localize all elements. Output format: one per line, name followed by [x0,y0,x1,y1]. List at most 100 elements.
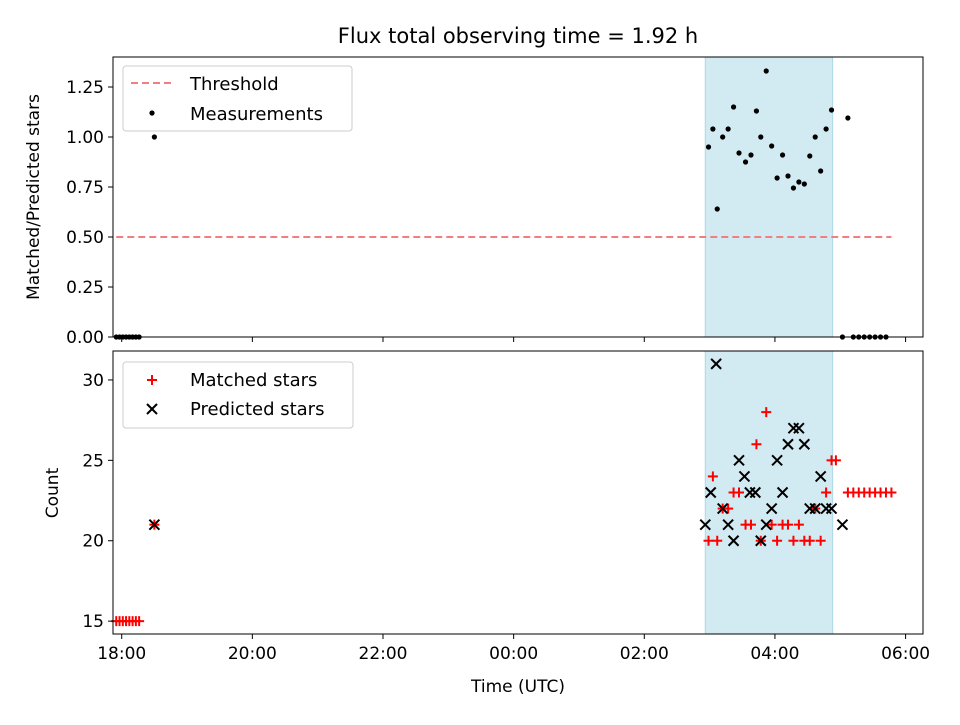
top-x-ticks [121,337,907,342]
predicted-stars-point [793,422,805,434]
predicted-stars-point [765,502,778,515]
predicted-stars-point [782,438,794,450]
observing-window-band-top [704,56,834,338]
predicted-stars-point [722,518,734,531]
measurement-point [823,126,829,132]
x-tick-label: 06:00 [881,644,930,664]
measurement-point [769,143,775,149]
matched-stars-point [821,487,832,498]
predicted-stars-point [771,454,783,467]
matched-stars-point [886,487,897,498]
matched-stars-point [761,407,772,418]
x-tick-label: 18:00 [97,644,146,664]
legend-matched-swatch [147,375,157,385]
y-tick-label: 25 [82,451,104,471]
predicted-stars-point [809,502,821,515]
bottom-y-axis-label: Count [43,467,63,518]
predicted-stars-point [699,518,711,531]
matched-stars-point [751,439,762,450]
observing-window-band-bottom [704,350,834,635]
x-tick-label: 20:00 [228,644,277,664]
legend-matched-label: Matched stars [190,370,317,391]
predicted-stars-point [727,535,740,547]
y-tick-label: 15 [82,612,104,632]
matched-stars-point [804,535,815,546]
matched-stars-point [734,487,745,498]
measurement-point [748,152,754,158]
predicted-stars-point [798,438,811,450]
matched-stars-point [712,535,723,546]
measurement-point [714,206,720,212]
predicted-stars-point [749,486,762,499]
y-tick-label: 0.50 [66,228,104,248]
x-tick-label: 04:00 [750,644,799,664]
legend-measurements-label: Measurements [190,104,323,125]
predicted-stars-point [825,502,838,515]
measurement-point [774,175,780,181]
measurement-point [818,168,824,174]
measurement-point [790,185,797,191]
measurement-point [725,126,731,132]
observing-window-rect [704,56,834,338]
measurement-point [730,104,737,110]
bottom-y-axis: 15 20 25 30 [82,371,113,632]
matched-stars-point [745,519,756,530]
observing-window-rect [704,350,834,635]
legend-predicted-label: Predicted stars [190,399,324,420]
predicted-stars-point [710,358,722,370]
measurement-point [753,108,760,114]
matched-stars-point [134,616,145,627]
top-legend: Threshold Measurements [122,65,353,132]
y-tick-label: 1.25 [66,78,104,98]
x-tick-label: 02:00 [620,644,669,664]
measurement-point [758,134,764,140]
x-tick-label: 00:00 [489,644,538,664]
measurement-point [151,134,157,140]
top-legend-frame [122,65,353,132]
measurement-point [763,68,769,74]
chart-title: Flux total observing time = 1.92 h [338,24,698,48]
legend-threshold-label: Threshold [189,74,279,95]
matched-stars-point [703,535,714,546]
y-tick-label: 0.75 [66,178,104,198]
y-tick-label: 20 [82,532,104,552]
measurement-point [807,153,813,159]
matched-stars-point [783,519,793,530]
y-tick-label: 0.25 [66,278,104,298]
measurement-point [812,134,818,140]
measurement-point [736,150,742,156]
x-tick-label: 22:00 [359,644,408,664]
predicted-stars-point [814,470,827,483]
legend-x-marker [146,403,158,415]
matched-stars-point [815,535,826,546]
bottom-legend: Matched stars Predicted stars [122,361,354,429]
bottom-x-axis: 18:00 20:00 22:00 00:00 02:00 04:00 06:00 [97,634,930,664]
x-axis-label: Time (UTC) [470,677,565,697]
top-y-axis: 0.00 0.25 0.50 0.75 1.00 1.25 [66,78,113,348]
bottom-legend-frame [122,361,354,429]
predicted-stars-point [148,518,161,531]
measurement-point [710,126,716,132]
measurement-point [845,115,851,121]
measurement-point [720,134,726,140]
legend-plus-marker [147,375,157,385]
predicted-stars-point [760,518,772,531]
matched-stars-point [830,455,841,466]
predicted-stars-point [755,535,767,547]
legend-measurements-swatch [149,110,155,116]
measurement-point [742,159,749,165]
matched-stars-point [707,471,718,482]
top-axes-frame [112,56,924,338]
measurement-point [705,144,712,150]
y-tick-label: 0.00 [66,328,104,348]
measurement-point [796,179,802,185]
measurement-point [779,152,786,158]
legend-predicted-swatch [146,403,158,415]
measurement-point [785,173,791,179]
matched-stars-point [766,519,777,530]
predicted-stars-point [704,486,717,499]
matched-stars-point [772,535,783,546]
measurement-point [801,181,807,187]
predicted-stars-point [836,518,849,531]
